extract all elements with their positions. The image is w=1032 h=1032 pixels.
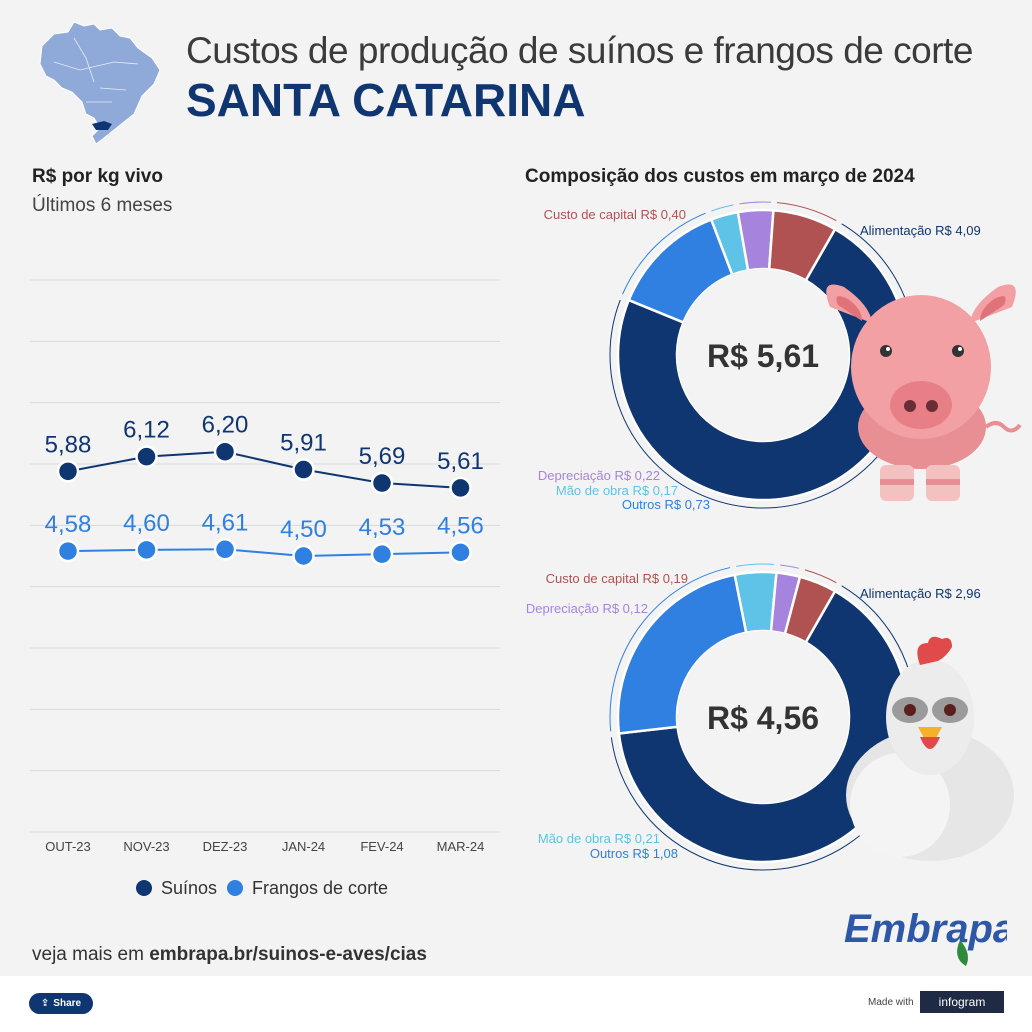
made-with-label: Made with (868, 997, 914, 1008)
embrapa-logo: Embrapa (844, 907, 1007, 966)
x-tick-label: NOV-23 (123, 839, 169, 854)
slice-label: Outros R$ 1,08 (590, 846, 678, 861)
slice-label: Depreciação R$ 0,12 (526, 601, 648, 616)
data-point (449, 476, 472, 500)
slice-bracket (780, 564, 800, 569)
slice-label: Alimentação R$ 4,09 (860, 223, 981, 238)
donut-chart-suinos: R$ 5,61 Alimentação R$ 4,09 Outros R$ 0,7… (538, 201, 1022, 512)
data-point (135, 445, 158, 468)
x-tick-label: OUT-23 (45, 839, 91, 854)
slice-bracket (777, 202, 837, 222)
data-label: 4,61 (202, 509, 249, 536)
brazil-map-icon (39, 21, 161, 145)
data-point (56, 539, 80, 563)
data-label: 5,91 (280, 430, 327, 457)
slice-bracket (610, 585, 917, 871)
footer-prefix: veja mais em (32, 944, 150, 965)
data-point (213, 538, 237, 561)
data-point (370, 471, 394, 495)
data-point (370, 542, 394, 566)
donut-center-total: R$ 5,61 (707, 338, 819, 374)
share-icon: ⇪ (40, 998, 50, 1009)
slice-label: Custo de capital R$ 0,19 (546, 571, 688, 586)
legend-marker-suinos (136, 880, 152, 896)
donut-chart-frangos: R$ 4,56 Alimentação R$ 2,96 Outros R$ 1,0… (526, 563, 1014, 871)
line-chart: 5,88 6,12 6,20 5,91 5,69 5,61 4,58 4,60 4,61 4,50… (30, 279, 500, 898)
x-tick-label: MAR-24 (437, 839, 485, 854)
line-chart-title: R$ por kg vivo (32, 166, 163, 187)
data-point (135, 538, 158, 562)
slice-label: Outros R$ 0,73 (622, 497, 710, 512)
data-label: 6,12 (123, 417, 170, 444)
data-label: 4,58 (45, 511, 92, 538)
slice-label: Custo de capital R$ 0,40 (544, 207, 686, 222)
slice-label: Mão de obra R$ 0,21 (538, 831, 660, 846)
x-tick-label: JAN-24 (282, 839, 325, 854)
donut-chart-title: Composição dos custos em março de 2024 (525, 166, 915, 187)
slice-bracket (736, 563, 775, 567)
legend-marker-frangos (227, 880, 243, 896)
data-label: 4,60 (123, 510, 170, 537)
legend-label-frangos: Frangos de corte (252, 878, 388, 898)
share-button[interactable]: ⇪ Share (29, 993, 93, 1014)
data-label: 5,88 (45, 431, 92, 458)
chicken-icon (846, 636, 1014, 861)
legend-label-suinos: Suínos (161, 878, 217, 898)
slice-label: Mão de obra R$ 0,17 (556, 483, 678, 498)
data-point (292, 544, 315, 568)
donut-center-total: R$ 4,56 (707, 700, 819, 736)
donut-slice (767, 209, 837, 283)
slice-bracket (804, 569, 837, 584)
header-title: Custos de produção de suínos e frangos d… (186, 30, 973, 71)
data-label: 4,50 (280, 516, 327, 543)
svg-text:Embrapa: Embrapa (844, 907, 1007, 951)
donut-hole (677, 631, 849, 803)
data-label: 5,69 (359, 443, 406, 470)
bottom-bar (0, 976, 1032, 1032)
data-label: 6,20 (202, 412, 249, 439)
line-chart-subtitle: Últimos 6 meses (32, 195, 173, 216)
series-line-1 (67, 548, 461, 558)
footer-link[interactable]: embrapa.br/suinos-e-aves/cias (149, 944, 427, 965)
slice-bracket (711, 204, 734, 212)
pig-icon (826, 284, 1022, 501)
data-point (449, 541, 472, 564)
data-label: 4,53 (359, 514, 406, 541)
data-point (56, 460, 80, 483)
slice-bracket (622, 212, 706, 295)
data-label: 5,61 (437, 448, 484, 475)
slice-label: Depreciação R$ 0,22 (538, 468, 660, 483)
slice-bracket (609, 567, 731, 732)
x-tick-label: FEV-24 (360, 839, 403, 854)
data-label: 4,56 (437, 512, 484, 539)
x-tick-label: DEZ-23 (203, 839, 248, 854)
footer-text: veja mais em embrapa.br/suinos-e-aves/ci… (32, 944, 427, 966)
series-line-0 (67, 450, 461, 489)
donut-hole (677, 269, 849, 441)
header-subtitle: SANTA CATARINA (186, 74, 586, 126)
share-label: Share (53, 998, 82, 1009)
infogram-logo[interactable]: infogram (920, 991, 1004, 1013)
data-point (292, 458, 315, 481)
slice-bracket (739, 201, 771, 205)
slice-label: Alimentação R$ 2,96 (860, 586, 981, 601)
data-point (213, 440, 237, 463)
